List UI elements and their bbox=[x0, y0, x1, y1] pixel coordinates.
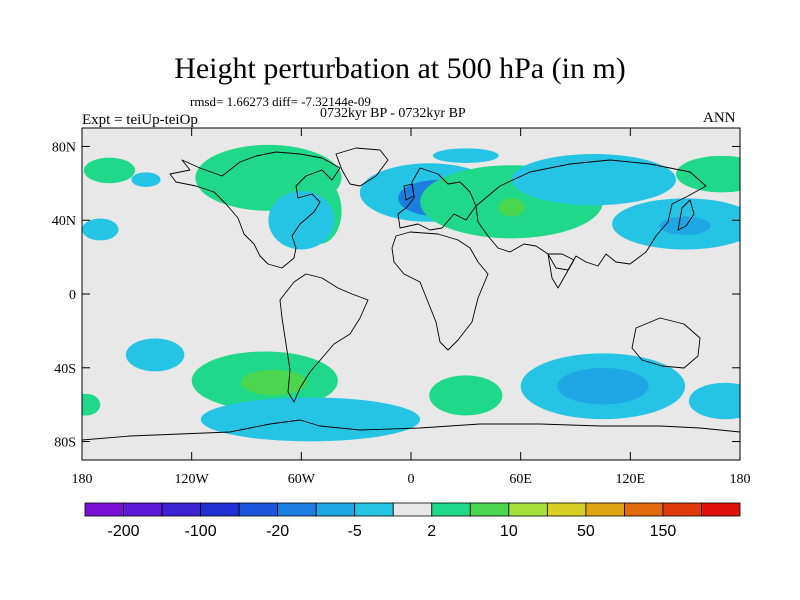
lon-label: 0 bbox=[408, 472, 415, 487]
colorbar-label: -100 bbox=[185, 523, 217, 540]
coast-europe bbox=[397, 167, 477, 231]
anomaly-region-15 bbox=[125, 338, 185, 372]
colorbar-box-7 bbox=[354, 502, 394, 517]
lon-label: 180 bbox=[730, 472, 751, 487]
experiment-label: Expt = teiUp-teiOp bbox=[82, 112, 198, 128]
colorbar-box-16 bbox=[701, 502, 741, 517]
map-title: Height perturbation at 500 hPa (in m) bbox=[174, 52, 626, 85]
lat-label: 40S bbox=[54, 362, 76, 377]
coast-greenland bbox=[335, 147, 389, 187]
coast-india bbox=[547, 253, 575, 289]
coast-australia bbox=[631, 317, 701, 369]
colorbar-box-5 bbox=[277, 502, 317, 517]
anomaly-region-19 bbox=[429, 375, 503, 416]
coast-antarctica bbox=[82, 419, 740, 441]
coast-uk bbox=[403, 183, 415, 201]
colorbar-box-3 bbox=[200, 502, 240, 517]
colorbar-box-13 bbox=[585, 502, 625, 517]
anomaly-region-13 bbox=[659, 216, 711, 235]
colorbar-box-9 bbox=[431, 502, 471, 517]
colorbar-box-11 bbox=[508, 502, 548, 517]
colorbar-box-10 bbox=[469, 502, 510, 517]
anomaly-region-5 bbox=[131, 172, 161, 187]
colorbar-box-8 bbox=[392, 502, 433, 517]
lon-label: 120W bbox=[175, 472, 210, 487]
colorbar-label: -20 bbox=[266, 523, 289, 540]
coast-asia bbox=[475, 159, 707, 271]
colorbar-box-0 bbox=[84, 502, 124, 517]
colorbar-box-15 bbox=[662, 502, 702, 517]
anomaly-region-8 bbox=[432, 148, 499, 163]
lon-label: 120E bbox=[616, 472, 646, 487]
colorbar-box-1 bbox=[123, 502, 163, 517]
lat-label: 80S bbox=[54, 436, 76, 451]
anomaly-region-22 bbox=[688, 382, 740, 420]
anomaly-region-23 bbox=[82, 393, 101, 416]
colorbar-label: -5 bbox=[348, 523, 362, 540]
lat-label: 40N bbox=[52, 214, 76, 229]
coastlines bbox=[82, 147, 740, 441]
colorbar: -200 -100 -20 -5 2 10 50 150 bbox=[84, 502, 741, 540]
anomaly-region-0 bbox=[83, 157, 136, 184]
lon-label: 60W bbox=[288, 472, 316, 487]
anomaly-region-17 bbox=[241, 369, 307, 396]
anomaly-region-11 bbox=[511, 154, 677, 206]
map-panel bbox=[81, 127, 741, 461]
coast-north-america bbox=[169, 151, 341, 269]
colorbar-box-2 bbox=[161, 502, 201, 517]
rmsd-diff-stats: rmsd= 1.66273 diff= -7.32144e-09 bbox=[190, 94, 371, 109]
lat-label: 0 bbox=[69, 288, 76, 303]
lat-label: 80N bbox=[52, 140, 76, 155]
coast-africa bbox=[391, 231, 489, 351]
anomaly-region-21 bbox=[557, 367, 649, 405]
colorbar-box-14 bbox=[624, 502, 664, 517]
anomaly-region-4 bbox=[268, 190, 335, 250]
anomaly-region-1 bbox=[82, 218, 119, 241]
colorbar-box-4 bbox=[238, 502, 279, 517]
colorbar-label: 2 bbox=[427, 523, 436, 540]
anomaly-region-14 bbox=[676, 155, 740, 193]
colorbar-box-6 bbox=[315, 502, 356, 517]
lon-label: 180 bbox=[72, 472, 93, 487]
coast-japan bbox=[677, 199, 695, 231]
colorbar-box-12 bbox=[546, 502, 587, 517]
time-period-label: 0732kyr BP - 0732kyr BP bbox=[320, 106, 466, 121]
colorbar-label: 150 bbox=[650, 523, 677, 540]
map-axes: 80N 40N 0 40S 80S 180 120W 60W 0 60E 120E 180 bbox=[52, 128, 751, 487]
lon-label: 60E bbox=[509, 472, 532, 487]
anomaly-region-18 bbox=[200, 397, 421, 442]
season-label: ANN bbox=[703, 110, 736, 126]
colorbar-label: -200 bbox=[108, 523, 140, 540]
colorbar-label: 10 bbox=[500, 523, 518, 540]
anomaly-region-10 bbox=[498, 198, 525, 217]
coast-south-america bbox=[279, 273, 369, 403]
colorbar-label: 50 bbox=[577, 523, 595, 540]
